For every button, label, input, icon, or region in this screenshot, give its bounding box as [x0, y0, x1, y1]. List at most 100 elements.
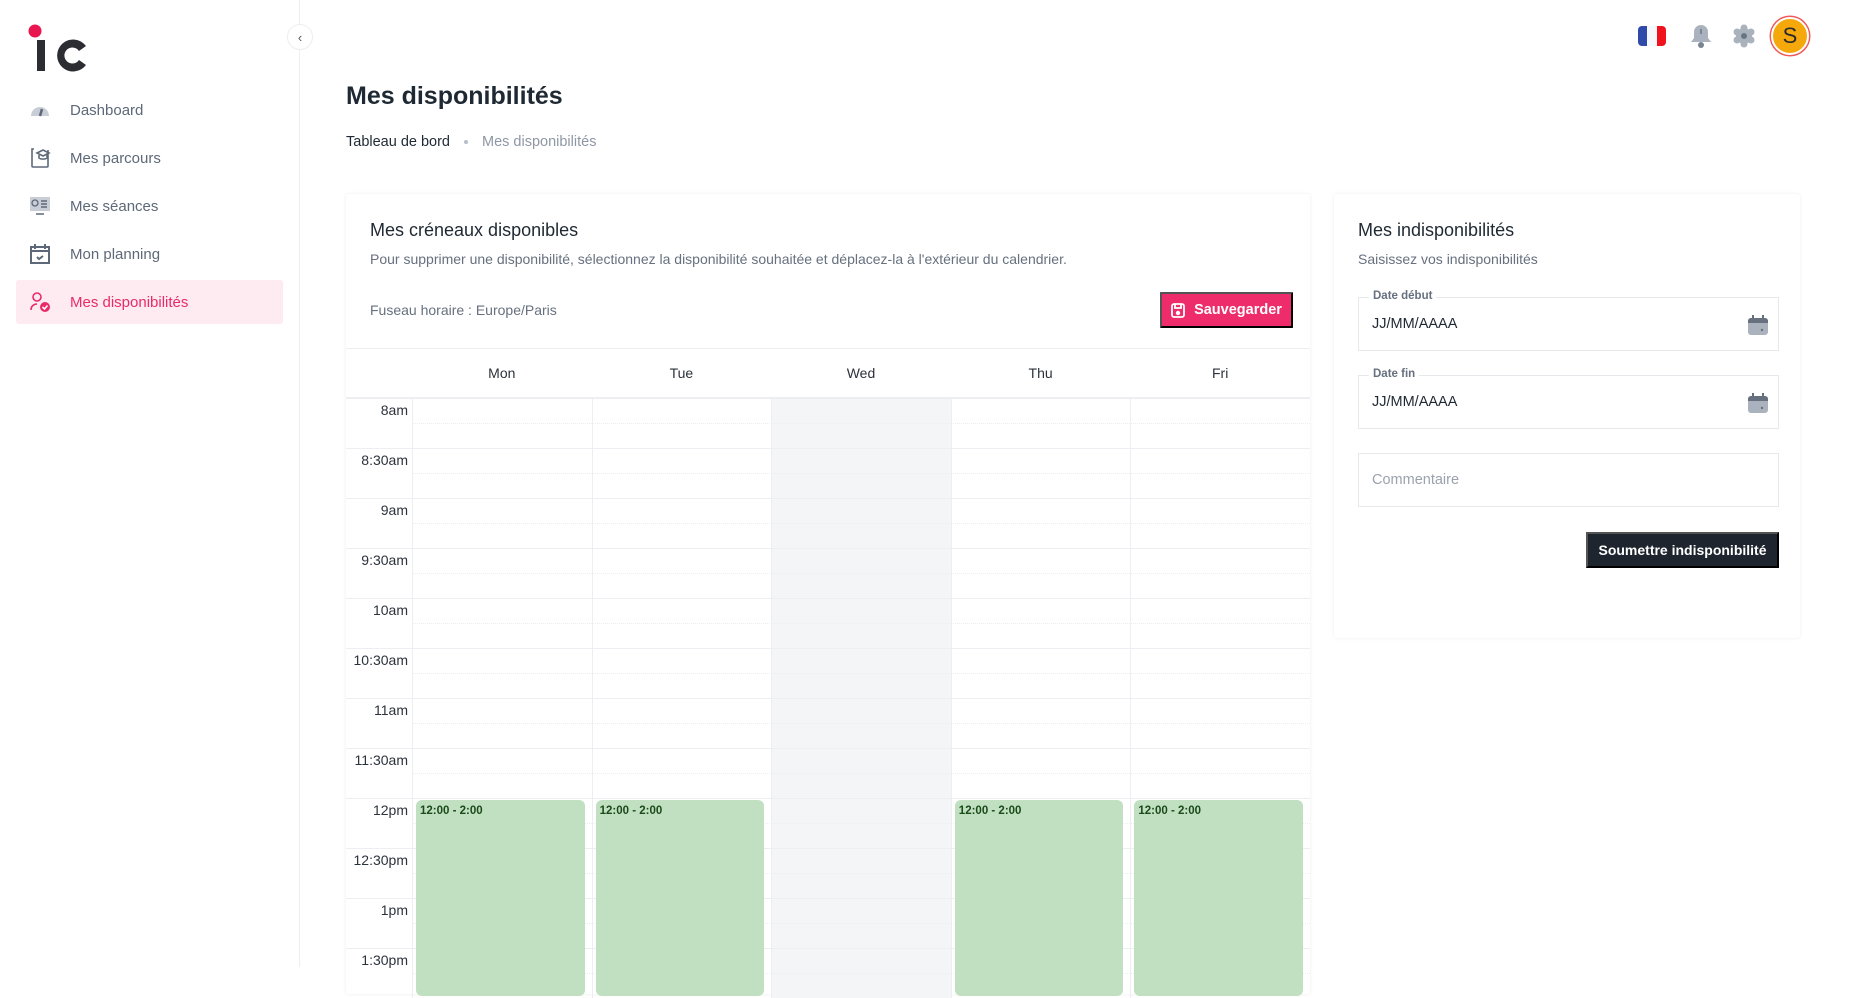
- comment-field[interactable]: Commentaire: [1358, 453, 1779, 507]
- hour-line: [346, 498, 1310, 499]
- time-label: 12pm: [372, 802, 408, 818]
- availability-subtitle: Pour supprimer une disponibilité, sélect…: [370, 251, 1067, 267]
- half-slot-line: [412, 873, 1310, 874]
- chevron-left-icon: ‹: [297, 29, 303, 45]
- weekly-calendar: Mon Tue Wed Thu Fri 8am 8:30am 9am 9:30am 10am 10…: [346, 348, 1310, 998]
- half-slot-line: [412, 573, 1310, 574]
- timezone-label: Fuseau horaire : Europe/Paris: [370, 302, 557, 318]
- sidebar-item-dashboard[interactable]: Dashboard: [16, 88, 283, 132]
- hour-line: [346, 398, 1310, 399]
- availability-card: Mes créneaux disponibles Pour supprimer …: [346, 194, 1310, 998]
- unavailability-card: Mes indisponibilités Saisissez vos indis…: [1334, 194, 1800, 638]
- hour-line: [346, 548, 1310, 549]
- time-label: 8am: [380, 402, 408, 418]
- comment-placeholder: Commentaire: [1372, 472, 1460, 488]
- half-slot-line: [412, 423, 1310, 424]
- calendar-check-icon: [30, 244, 50, 264]
- calendar-header: Mon Tue Wed Thu Fri: [346, 349, 1310, 398]
- half-slot-line: [412, 623, 1310, 624]
- end-date-value: JJ/MM/AAAA: [1372, 394, 1458, 410]
- availability-title: Mes créneaux disponibles: [370, 220, 579, 240]
- sidebar-item-mes-seances[interactable]: Mes séances: [16, 184, 283, 228]
- sidebar-nav: Dashboard Mes parcours Mes séances Mon p…: [16, 88, 283, 328]
- availability-slot[interactable]: 12:00 - 2:00: [416, 800, 585, 996]
- day-header-mon: Mon: [488, 365, 516, 381]
- avatar-initial: S: [1782, 23, 1798, 48]
- save-label: Sauvegarder: [1194, 302, 1282, 318]
- page-title: Mes disponibilités: [346, 82, 563, 110]
- start-date-field[interactable]: Date début JJ/MM/AAAA: [1358, 290, 1779, 351]
- sidebar-item-mon-planning[interactable]: Mon planning: [16, 232, 283, 276]
- hour-line: [346, 448, 1310, 449]
- settings-button[interactable]: [1730, 22, 1758, 50]
- half-slot-line: [412, 773, 1310, 774]
- collapse-sidebar-button[interactable]: ‹: [287, 24, 313, 50]
- sidebar-item-mes-disponibilites[interactable]: Mes disponibilités: [16, 280, 283, 324]
- day-header-wed: Wed: [846, 365, 876, 381]
- hour-line: [346, 798, 1310, 799]
- end-date-label: Date fin: [1369, 368, 1420, 380]
- time-label: 11am: [374, 702, 408, 718]
- hour-line: [346, 698, 1310, 699]
- time-label: 12:30pm: [353, 852, 408, 868]
- calendar-icon[interactable]: [1748, 315, 1768, 335]
- end-date-field[interactable]: Date fin JJ/MM/AAAA: [1358, 368, 1779, 429]
- save-icon: [1171, 302, 1185, 318]
- sidebar-item-label: Mon planning: [70, 245, 161, 263]
- time-label: 10am: [372, 602, 408, 618]
- hour-line: [346, 898, 1310, 899]
- hour-line: [346, 848, 1310, 849]
- avatar[interactable]: S: [1771, 17, 1809, 55]
- half-slot-line: [412, 823, 1310, 824]
- sidebar-item-label: Mes séances: [70, 197, 159, 215]
- half-slot-line: [412, 473, 1310, 474]
- sidebar: Dashboard Mes parcours Mes séances Mon p…: [0, 0, 300, 967]
- breadcrumb: Tableau de bord Mes disponibilités: [346, 134, 596, 150]
- availability-slot[interactable]: 12:00 - 2:00: [595, 800, 765, 996]
- time-label: 9am: [380, 502, 408, 518]
- calendar-icon[interactable]: [1748, 393, 1768, 413]
- hour-line: [346, 748, 1310, 749]
- unavailability-title: Mes indisponibilités: [1358, 220, 1515, 240]
- time-label: 11:30am: [354, 752, 408, 768]
- breadcrumb-current: Mes disponibilités: [482, 134, 597, 150]
- france-flag-icon: [1638, 26, 1666, 46]
- graduation-cap-icon: [31, 148, 51, 168]
- day-header-tue: Tue: [669, 365, 694, 381]
- language-selector[interactable]: [1638, 22, 1666, 50]
- half-slot-line: [412, 523, 1310, 524]
- sidebar-item-label: Mes disponibilités: [70, 293, 189, 311]
- day-header-fri: Fri: [1212, 365, 1229, 381]
- submit-unavailability-button[interactable]: Soumettre indisponibilité: [1586, 532, 1779, 568]
- half-slot-line: [412, 923, 1310, 924]
- sidebar-item-label: Mes parcours: [70, 149, 161, 167]
- time-label: 8:30am: [361, 452, 408, 468]
- time-label: 1pm: [380, 902, 408, 918]
- time-column-header: [346, 349, 412, 397]
- breadcrumb-separator: [464, 140, 468, 144]
- availability-slot[interactable]: 12:00 - 2:00: [954, 800, 1124, 996]
- save-button[interactable]: Sauvegarder: [1160, 292, 1293, 328]
- logo[interactable]: [28, 24, 90, 72]
- time-label: 9:30am: [361, 552, 408, 568]
- gauge-icon: [31, 107, 49, 117]
- unavailability-subtitle: Saisissez vos indisponibilités: [1358, 251, 1538, 267]
- time-label: 1:30pm: [361, 952, 408, 968]
- sidebar-item-mes-parcours[interactable]: Mes parcours: [16, 136, 283, 180]
- half-slot-line: [412, 723, 1310, 724]
- sidebar-item-label: Dashboard: [70, 101, 144, 119]
- hour-line: [346, 648, 1310, 649]
- breadcrumb-home[interactable]: Tableau de bord: [346, 134, 450, 150]
- bell-icon: [1691, 25, 1711, 48]
- gear-icon: [1733, 24, 1755, 48]
- start-date-label: Date début: [1369, 290, 1437, 302]
- presentation-icon: [30, 197, 50, 215]
- hour-line: [346, 948, 1310, 949]
- availability-slot[interactable]: 12:00 - 2:00: [1134, 800, 1303, 996]
- half-slot-line: [412, 673, 1310, 674]
- time-label: 10:30am: [353, 652, 408, 668]
- calendar-body[interactable]: 8am 8:30am 9am 9:30am 10am 10:30am 11am 11:30am…: [346, 398, 1310, 998]
- user-check-icon: [30, 292, 50, 312]
- notifications-button[interactable]: [1687, 22, 1715, 50]
- start-date-value: JJ/MM/AAAA: [1372, 316, 1458, 332]
